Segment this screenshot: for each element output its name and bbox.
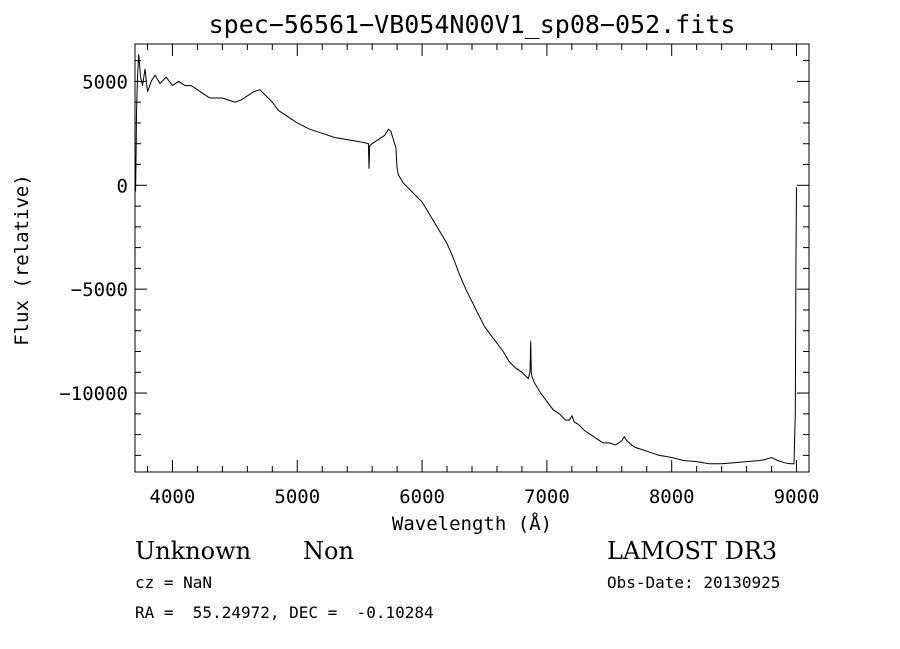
x-tick-label: 7000	[524, 486, 570, 508]
y-tick-label: 5000	[82, 71, 128, 93]
chart-title: spec−56561−VB054N00V1_sp08−052.fits	[209, 10, 736, 39]
axis-ticks	[135, 44, 809, 472]
x-tick-label: 4000	[150, 486, 196, 508]
redshift-label: cz = NaN	[135, 573, 213, 592]
survey-label: LAMOST DR3	[607, 537, 778, 565]
coordinates-label: RA = 55.24972, DEC = -0.10284	[135, 603, 434, 622]
object-class: Unknown	[135, 537, 252, 565]
y-axis-label: Flux (relative)	[11, 174, 33, 346]
tick-labels: 4000 5000 6000 7000 8000 9000 5000 0 −5000 −10000	[59, 71, 819, 508]
x-tick-label: 6000	[399, 486, 445, 508]
y-tick-label: −10000	[59, 383, 128, 405]
y-tick-label: −5000	[71, 279, 128, 301]
obs-date-label: Obs-Date: 20130925	[607, 573, 781, 592]
y-tick-label: 0	[117, 175, 128, 197]
spectrum-line	[134, 54, 797, 465]
x-tick-label: 8000	[649, 486, 695, 508]
x-axis-label: Wavelength (Å)	[392, 512, 552, 535]
plot-frame	[134, 43, 810, 473]
x-tick-label: 9000	[774, 486, 820, 508]
x-tick-label: 5000	[274, 486, 320, 508]
object-subclass: Non	[303, 537, 354, 565]
